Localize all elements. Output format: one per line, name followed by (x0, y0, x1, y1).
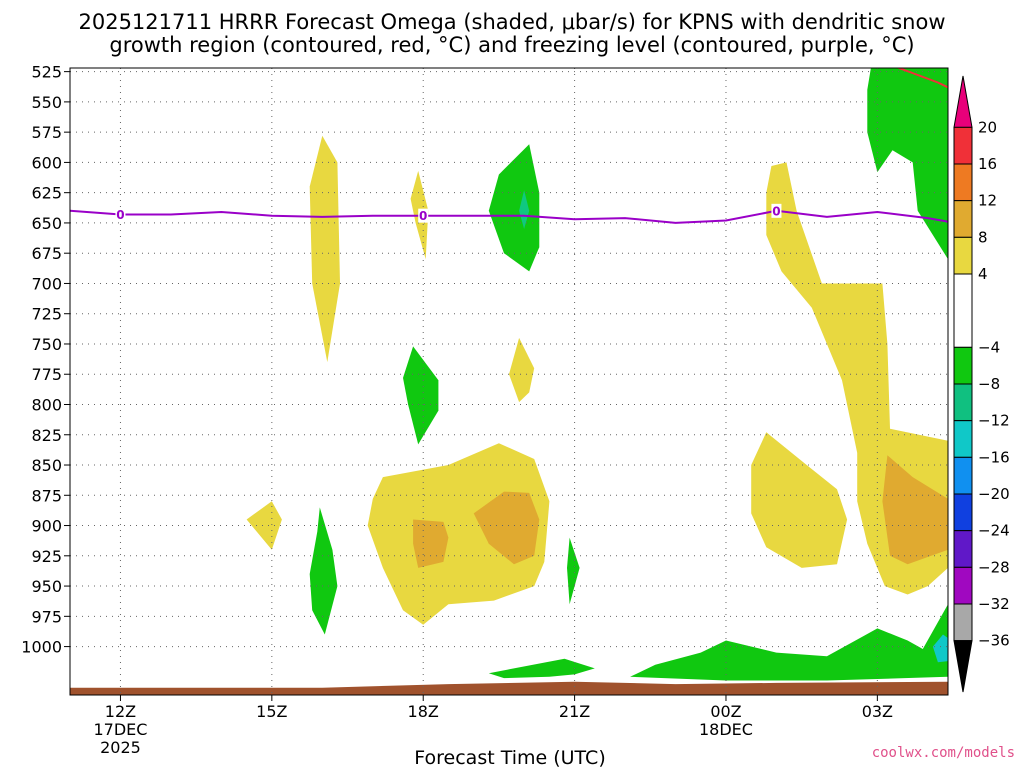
y-tick-label-925: 925 (31, 547, 62, 566)
omega-region-17 (630, 604, 948, 681)
x-tick-label-12-2: 2025 (100, 738, 141, 757)
colorbar-label-8: −16 (978, 448, 1010, 466)
omega-region-13 (309, 507, 338, 635)
contour-lines: 0 0 0 (70, 68, 948, 224)
freezing-label-bg-12 (115, 207, 126, 222)
omega-region-18 (932, 634, 948, 663)
freezing-level-line (70, 209, 948, 224)
colorbar-bottom-arrow (953, 640, 973, 693)
y-tick-label-775: 775 (31, 365, 62, 384)
colorbar-label-3: 8 (978, 228, 988, 246)
omega-region-3 (519, 190, 530, 229)
omega-region-0 (309, 135, 340, 363)
x-tick-label-27-0: 03Z (862, 702, 893, 721)
x-tick-label-12-1: 17DEC (93, 720, 147, 739)
y-tick-label-950: 950 (31, 577, 62, 596)
y-tick-label-650: 650 (31, 214, 62, 233)
y-tick-label-525: 525 (31, 63, 62, 82)
omega-region-2 (488, 144, 540, 272)
colorbar-bin-8 (953, 420, 973, 458)
colorbar-bin-9 (953, 456, 973, 495)
colorbar-bin-13 (953, 603, 973, 642)
omega-region-11 (473, 491, 540, 565)
y-tick-label-700: 700 (31, 274, 62, 293)
x-tick-label-24-1: 18DEC (699, 720, 753, 739)
colorbar-label-5: −4 (978, 338, 1000, 356)
x-tick-label-15-0: 15Z (256, 702, 287, 721)
omega-region-12 (246, 501, 282, 550)
y-tick-label-900: 900 (31, 517, 62, 536)
colorbar-top-arrow (953, 75, 973, 128)
freezing-label-bg-18 (418, 208, 429, 223)
x-tick-label-24-0: 00Z (710, 702, 741, 721)
omega-region-15 (867, 68, 948, 260)
y-tick-label-600: 600 (31, 153, 62, 172)
y-axis-ticks: 525 550 575 600 625 650 675 700 725 750 775 800 825 8… (21, 63, 70, 657)
colorbar-label-6: −8 (978, 375, 1000, 393)
colorbar-bin-6 (953, 346, 973, 385)
x-tick-label-21-0: 21Z (559, 702, 590, 721)
ground-fill (70, 681, 948, 695)
omega-region-5 (403, 346, 439, 445)
y-tick-label-1000: 1000 (21, 638, 62, 657)
colorbar-bin-2 (953, 163, 973, 202)
colorbar-bin-11 (953, 530, 973, 568)
y-tick-label-800: 800 (31, 395, 62, 414)
y-tick-label-875: 875 (31, 486, 62, 505)
freezing-label-bg-25 (771, 203, 782, 218)
freezing-level-label: 0 (419, 209, 427, 223)
plot-frame (69, 67, 949, 696)
colorbar-bin-12 (953, 566, 973, 605)
y-tick-label-575: 575 (31, 123, 62, 142)
omega-region-8 (751, 432, 848, 568)
colorbar-bin-3 (953, 200, 973, 238)
colorbar-label-4: 4 (978, 265, 988, 283)
omega-region-7 (882, 455, 948, 565)
colorbar-bin-5 (953, 273, 973, 348)
y-tick-label-675: 675 (31, 244, 62, 263)
freezing-level-label: 0 (116, 208, 124, 222)
omega-region-14 (567, 537, 580, 605)
ground-terrain (70, 681, 948, 695)
y-tick-label-725: 725 (31, 305, 62, 324)
colorbar-label-2: 12 (978, 192, 997, 210)
x-tick-label-18-0: 18Z (408, 702, 439, 721)
omega-shaded-regions (246, 68, 948, 681)
y-tick-label-750: 750 (31, 335, 62, 354)
colorbar-label-0: 20 (978, 118, 997, 136)
y-tick-label-550: 550 (31, 93, 62, 112)
colorbar-bin-4 (953, 236, 973, 275)
chart-title-line-2: growth region (contoured, red, °C) and f… (109, 33, 914, 57)
colorbar-bin-1 (953, 126, 973, 165)
omega-region-9 (367, 443, 550, 625)
colorbar-label-12: −32 (978, 595, 1010, 613)
omega-region-10 (413, 519, 449, 568)
chart-title-line-1: 2025121711 HRRR Forecast Omega (shaded, … (78, 10, 945, 34)
credit-text[interactable]: coolwx.com/models (872, 745, 1015, 761)
colorbar-bin-7 (953, 383, 973, 422)
omega-region-4 (509, 337, 535, 403)
y-tick-label-625: 625 (31, 184, 62, 203)
x-tick-label-12-0: 12Z (105, 702, 136, 721)
colorbar-label-13: −36 (978, 632, 1010, 650)
colorbar-bin-10 (953, 493, 973, 532)
y-tick-label-825: 825 (31, 426, 62, 445)
grid-lines (70, 68, 948, 695)
dgz-contour-line (896, 68, 948, 89)
x-axis-label: Forecast Time (UTC) (414, 747, 605, 768)
colorbar-label-10: −24 (978, 522, 1010, 540)
omega-colorbar: 20 16 12 8 4 −4 −8 −12 −16 −20 −24 −28 −32 −36 (953, 75, 1010, 693)
colorbar-label-7: −12 (978, 412, 1010, 430)
colorbar-label-1: 16 (978, 155, 997, 173)
y-tick-label-850: 850 (31, 456, 62, 475)
y-tick-label-975: 975 (31, 607, 62, 626)
omega-region-16 (488, 658, 595, 679)
freezing-level-label: 0 (772, 204, 780, 218)
colorbar-label-9: −20 (978, 485, 1010, 503)
colorbar-label-11: −28 (978, 558, 1010, 576)
